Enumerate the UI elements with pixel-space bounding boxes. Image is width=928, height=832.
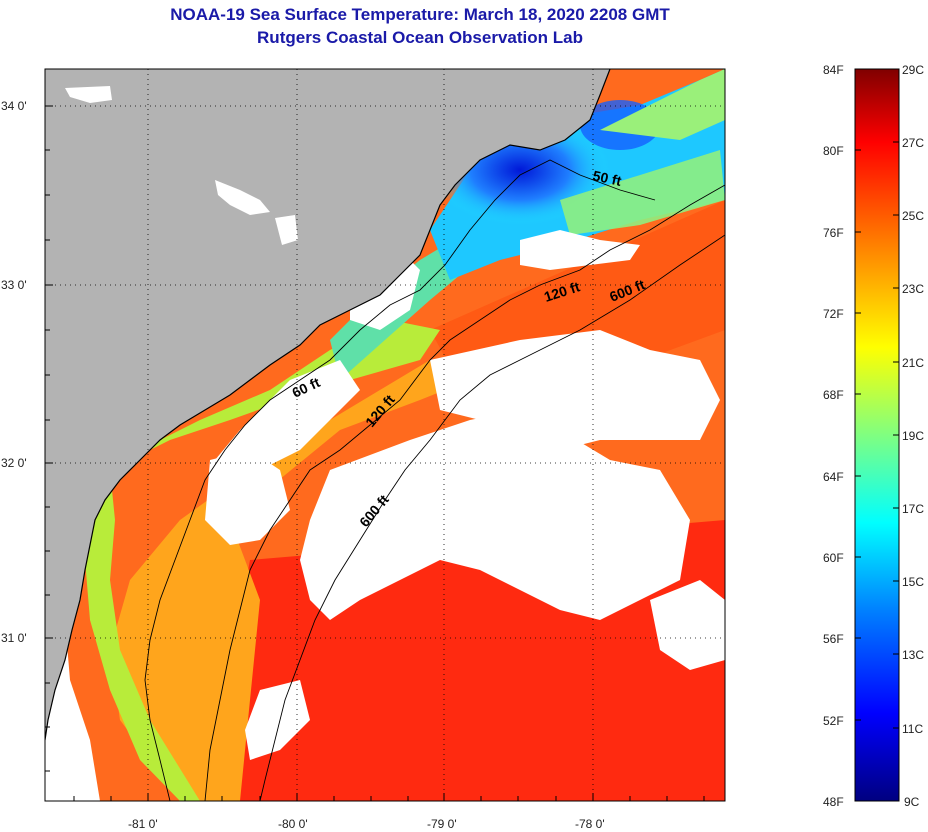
coastline	[45, 69, 611, 741]
lat-lon-grid	[45, 69, 725, 801]
lon-tick-80: -80 0'	[278, 817, 308, 831]
map-title: NOAA-19 Sea Surface Temperature: March 1…	[170, 5, 670, 24]
lon-tick-79: -79 0'	[427, 817, 457, 831]
map-subtitle: Rutgers Coastal Ocean Observation Lab	[257, 28, 583, 47]
contour-label-50ft: 50 ft	[591, 167, 623, 189]
lat-tick-34: 34 0'	[1, 99, 27, 113]
lon-tick-78: -78 0'	[575, 817, 605, 831]
map-frame	[44, 68, 726, 802]
lat-tick-31: 31 0'	[1, 631, 27, 645]
mid-shelf-region	[110, 360, 470, 801]
lat-tick-33: 33 0'	[1, 278, 27, 292]
lat-tick-32: 32 0'	[1, 456, 27, 470]
land-mass	[45, 69, 610, 740]
lon-tick-81: -81 0'	[128, 817, 158, 831]
